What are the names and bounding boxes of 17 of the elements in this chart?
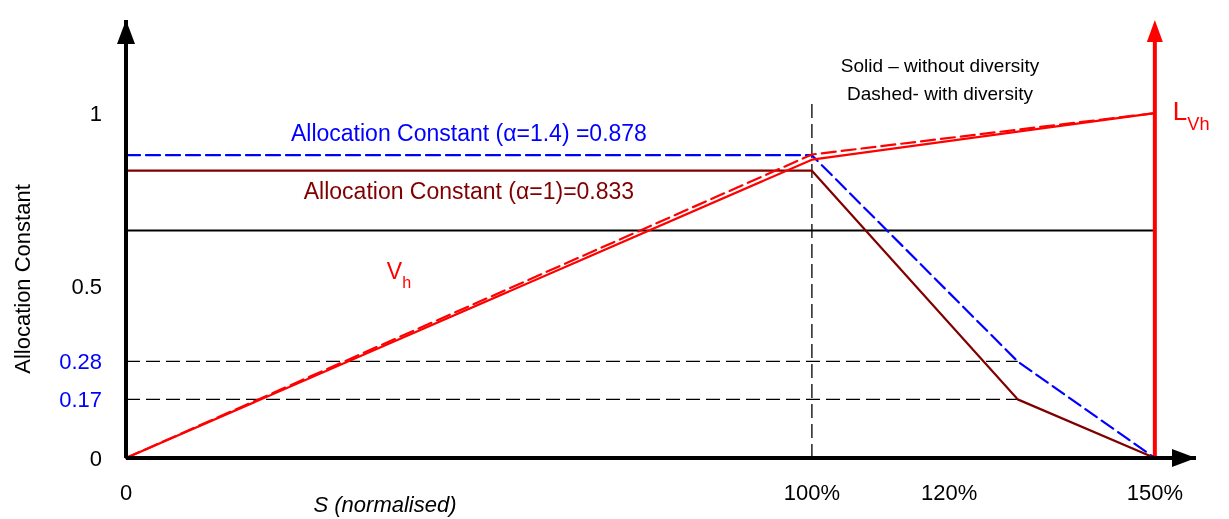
y-tick-label: 0.17 xyxy=(59,387,102,413)
ref-line-label: L$_{Vh}$ xyxy=(1172,96,1210,135)
x-tick-label: 120% xyxy=(920,480,978,505)
x-tick-label: 150% xyxy=(1126,480,1183,505)
x-tick-label: 100% xyxy=(783,480,841,505)
y-tick-label: 0 xyxy=(89,446,102,471)
x-tick-label: 0 xyxy=(119,480,133,505)
y-tick-label: 0.5 xyxy=(71,273,102,299)
series-label: V$_{h}$ xyxy=(386,257,412,291)
x-axis-title: S (normalised) xyxy=(313,492,457,517)
annotation: Solid – without diversity xyxy=(840,55,1040,76)
y-tick-label: 1 xyxy=(89,101,102,127)
y-tick-label: 0.28 xyxy=(59,349,102,375)
y-axis-title: Allocation Constant xyxy=(10,184,35,374)
annotation: Dashed- with diversity xyxy=(847,83,1034,104)
series-label: Allocation Constant (α=1.4) =0.878 xyxy=(290,120,647,147)
series-label: Allocation Constant (α=1)=0.833 xyxy=(303,177,635,204)
